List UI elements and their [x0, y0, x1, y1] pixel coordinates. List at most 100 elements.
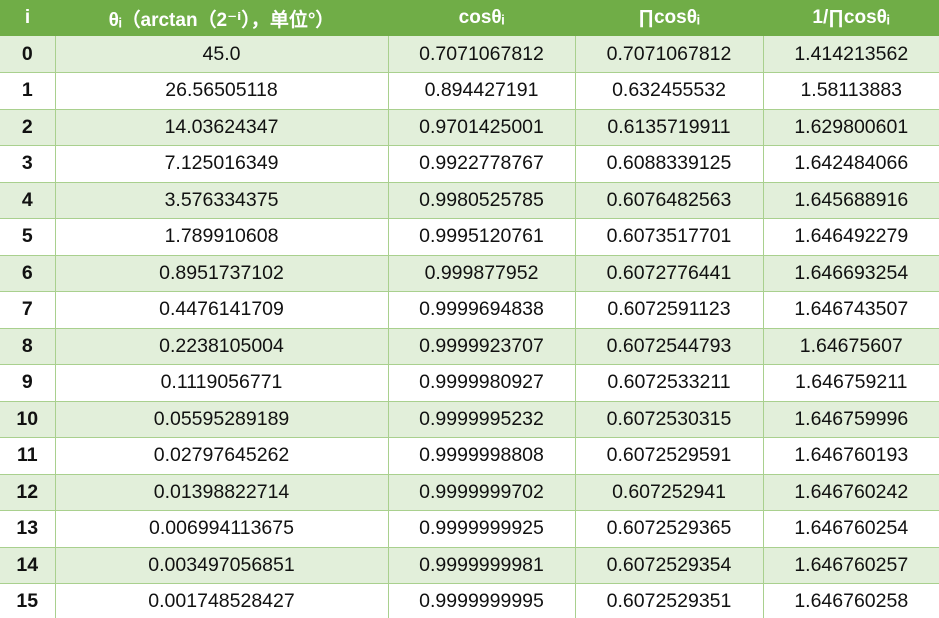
cell-cos: 0.9999999925 [387, 510, 575, 548]
cell-theta: 0.1119056771 [54, 364, 388, 402]
table-body: 0 45.0 0.7071067812 0.7071067812 1.414213562… [0, 36, 939, 618]
header-cell-cos: cosθᵢ [458, 7, 505, 28]
cell-cos-product: 0.6073517701 [574, 218, 763, 256]
cell-i: 4 [0, 182, 55, 219]
table-row: 4 3.576334375 0.9980525785 0.6076482563 1.64… [0, 182, 939, 219]
cell-cos: 0.9999923707 [387, 328, 575, 365]
cell-i: 0 [0, 36, 55, 73]
cell-cos-product: 0.632455532 [574, 72, 763, 110]
cell-inverse-product: 1.646693254 [762, 255, 939, 292]
cell-cos-product: 0.6072529365 [574, 510, 763, 548]
header-cell-i: i [24, 7, 31, 28]
cell-i: 7 [0, 291, 55, 329]
table-row: 7 0.4476141709 0.9999694838 0.6072591123 1.6… [0, 291, 939, 329]
cell-i: 2 [0, 109, 55, 146]
table-row: 12 0.01398822714 0.9999999702 0.607252941 1.… [0, 474, 939, 511]
cell-cos-product: 0.6072544793 [574, 328, 763, 365]
cell-theta: 0.006994113675 [54, 510, 388, 548]
cell-inverse-product: 1.64675607 [762, 328, 939, 365]
cell-cos: 0.9999999702 [387, 474, 575, 511]
cell-inverse-product: 1.646492279 [762, 218, 939, 256]
cell-i: 6 [0, 255, 55, 292]
cell-cos-product: 0.6072776441 [574, 255, 763, 292]
cell-cos: 0.9980525785 [387, 182, 575, 219]
cell-cos: 0.894427191 [387, 72, 575, 110]
cell-cos: 0.999877952 [387, 255, 575, 292]
cell-cos-product: 0.6088339125 [574, 145, 763, 183]
cell-cos: 0.9999999981 [387, 547, 575, 584]
cell-theta: 0.8951737102 [54, 255, 388, 292]
table-row: 13 0.006994113675 0.9999999925 0.6072529365… [0, 510, 939, 548]
cell-cos: 0.9999694838 [387, 291, 575, 329]
cell-cos-product: 0.6072591123 [574, 291, 763, 329]
cell-theta: 0.02797645262 [54, 437, 388, 475]
cell-cos-product: 0.6135719911 [574, 109, 763, 146]
cell-theta: 0.003497056851 [54, 547, 388, 584]
cell-theta: 0.2238105004 [54, 328, 388, 365]
cell-inverse-product: 1.646743507 [762, 291, 939, 329]
cell-theta: 45.0 [54, 36, 388, 73]
cell-inverse-product: 1.629800601 [762, 109, 939, 146]
cell-inverse-product: 1.414213562 [762, 36, 939, 73]
cell-theta: 14.03624347 [54, 109, 388, 146]
table-row: 0 45.0 0.7071067812 0.7071067812 1.414213562 [0, 36, 939, 73]
cell-cos: 0.9922778767 [387, 145, 575, 183]
cell-cos: 0.9701425001 [387, 109, 575, 146]
header-cell-cos-product: ∏cosθᵢ [638, 7, 700, 28]
cell-i: 8 [0, 328, 55, 365]
cell-cos: 0.9999999995 [387, 583, 575, 618]
cell-theta: 3.576334375 [54, 182, 388, 219]
header-cell-theta: θᵢ（arctan（2⁻ⁱ），单位°） [108, 9, 335, 31]
cell-i: 9 [0, 364, 55, 402]
cell-cos-product: 0.6072529354 [574, 547, 763, 584]
cell-inverse-product: 1.646760254 [762, 510, 939, 548]
table-row: 6 0.8951737102 0.999877952 0.6072776441 1.64… [0, 255, 939, 292]
cell-cos-product: 0.6072529351 [574, 583, 763, 618]
cell-cos-product: 0.6072529591 [574, 437, 763, 475]
cell-cos: 0.9999998808 [387, 437, 575, 475]
cell-cos-product: 0.607252941 [574, 474, 763, 511]
cell-i: 14 [0, 547, 55, 584]
table-row: 8 0.2238105004 0.9999923707 0.6072544793 1.6… [0, 328, 939, 365]
cell-inverse-product: 1.646759211 [762, 364, 939, 402]
cell-inverse-product: 1.646760242 [762, 474, 939, 511]
cell-i: 11 [0, 437, 55, 475]
cell-inverse-product: 1.646759996 [762, 401, 939, 438]
cell-inverse-product: 1.646760258 [762, 583, 939, 618]
cell-i: 13 [0, 510, 55, 548]
cell-cos: 0.9999995232 [387, 401, 575, 438]
cell-inverse-product: 1.58113883 [762, 72, 939, 110]
cell-theta: 1.789910608 [54, 218, 388, 256]
table-header: i θᵢ（arctan（2⁻ⁱ），单位°） cosθᵢ ∏cosθᵢ 1/∏co… [0, 0, 939, 36]
cell-theta: 0.001748528427 [54, 583, 388, 618]
cell-i: 1 [0, 72, 55, 110]
cell-theta: 0.4476141709 [54, 291, 388, 329]
cell-cos: 0.9995120761 [387, 218, 575, 256]
cell-i: 3 [0, 145, 55, 183]
table-row: 2 14.03624347 0.9701425001 0.6135719911 1.62… [0, 109, 939, 146]
cell-inverse-product: 1.642484066 [762, 145, 939, 183]
table-row: 10 0.05595289189 0.9999995232 0.6072530315 1… [0, 401, 939, 438]
cell-inverse-product: 1.646760257 [762, 547, 939, 584]
table-row: 3 7.125016349 0.9922778767 0.6088339125 1.64… [0, 145, 939, 183]
cell-i: 12 [0, 474, 55, 511]
cell-theta: 0.05595289189 [54, 401, 388, 438]
table-row: 11 0.02797645262 0.9999998808 0.6072529591 1… [0, 437, 939, 475]
cell-cos: 0.7071067812 [387, 36, 575, 73]
table-row: 1 26.56505118 0.894427191 0.632455532 1.5811… [0, 72, 939, 110]
table-row: 5 1.789910608 0.9995120761 0.6073517701 1.64… [0, 218, 939, 256]
cell-inverse-product: 1.645688916 [762, 182, 939, 219]
cell-theta: 0.01398822714 [54, 474, 388, 511]
table-row: 9 0.1119056771 0.9999980927 0.6072533211 1.6… [0, 364, 939, 402]
cell-cos-product: 0.6072530315 [574, 401, 763, 438]
cell-cos-product: 0.7071067812 [574, 36, 763, 73]
cell-i: 5 [0, 218, 55, 256]
cell-inverse-product: 1.646760193 [762, 437, 939, 475]
cell-theta: 26.56505118 [54, 72, 388, 110]
cell-i: 10 [0, 401, 55, 438]
cell-cos: 0.9999980927 [387, 364, 575, 402]
header-row: i θᵢ（arctan（2⁻ⁱ），单位°） cosθᵢ ∏cosθᵢ 1/∏co… [0, 0, 939, 36]
cell-cos-product: 0.6076482563 [574, 182, 763, 219]
table-row: 15 0.001748528427 0.9999999995 0.6072529351… [0, 583, 939, 618]
